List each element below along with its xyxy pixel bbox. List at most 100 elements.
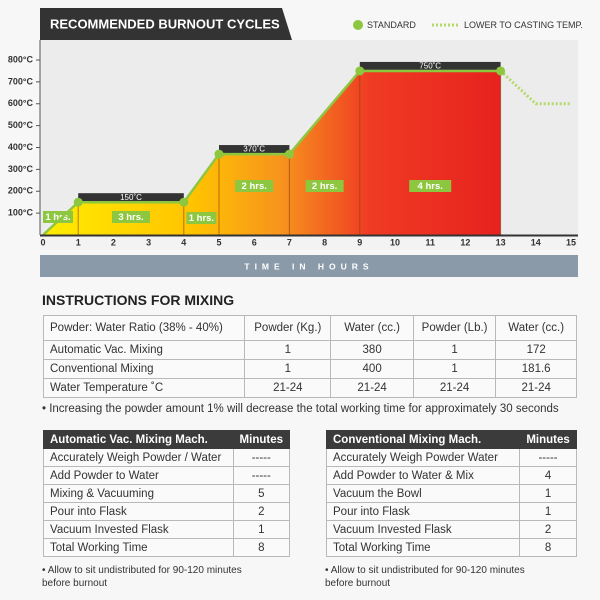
table-row: Automatic Vac. Mixing 1 380 1 172 (42, 340, 577, 360)
table-header: Conventional Mixing Mach. Minutes (325, 430, 577, 449)
table-cell: 21-24 (495, 378, 577, 398)
table-row: Total Working Time 8 (43, 538, 291, 557)
table-cell: 172 (495, 340, 577, 360)
automatic-table: Automatic Vac. Mixing Mach. Minutes Accura… (43, 430, 291, 557)
table-cell: 1 (412, 340, 497, 360)
table-cell: 21-24 (330, 378, 414, 398)
table-cell: Vacuum Invested Flask (325, 520, 521, 539)
duration-box (186, 212, 217, 224)
x-tick-label: 15 (566, 237, 576, 247)
table-cell: Conventional Mixing Mach. (325, 430, 521, 449)
x-tick-label: 11 (425, 237, 435, 247)
duration-box (235, 180, 274, 192)
table-cell: Minutes (519, 430, 577, 449)
table-cell: 4 (519, 466, 577, 485)
conventional-table: Conventional Mixing Mach. Minutes Accurate… (325, 430, 577, 557)
series-point (284, 149, 294, 159)
duration-box (305, 180, 344, 192)
section-title: INSTRUCTIONS FOR MIXING (42, 292, 235, 308)
area-fill (43, 70, 501, 235)
duration-label: 1 hrs. (45, 212, 70, 223)
table-cell: 2 (232, 502, 291, 521)
y-tick-label: 600°C (8, 98, 34, 108)
table-row: Conventional Mixing 1 400 1 181.6 (42, 359, 577, 379)
temp-bar (359, 61, 501, 70)
x-tick-label: 9 (357, 237, 362, 247)
table-cell: Pour into Flask (43, 502, 234, 521)
table-cell: Water Temperature ˚C (42, 378, 246, 398)
table-cell: 8 (232, 538, 291, 557)
table-cell: ----- (232, 448, 291, 467)
table-cell: ----- (232, 466, 291, 485)
table-row: Add Powder to Water ----- (43, 466, 291, 485)
temp-bar (219, 145, 290, 154)
y-tick-label: 300°C (8, 164, 34, 174)
table-row: Vacuum Invested Flask 2 (325, 520, 577, 539)
table-cell: 21-24 (244, 378, 332, 398)
table-row: Total Working Time 8 (325, 538, 577, 557)
legend-label: STANDARD (367, 20, 416, 30)
table-cell: Powder (Lb.) (412, 315, 497, 341)
x-label-bar (40, 255, 578, 277)
table-cell: ----- (519, 448, 577, 467)
chart-title: RECOMMENDED BURNOUT CYCLES (50, 16, 280, 31)
series-point (179, 197, 189, 207)
y-tick-label: 200°C (8, 186, 34, 196)
table-row: Mixing & Vacuuming 5 (43, 484, 291, 503)
x-axis-label: TIME IN HOURS (244, 261, 373, 271)
y-tick-label: 100°C (8, 208, 34, 218)
table-header: Powder: Water Ratio (38% - 40%) Powder (K… (42, 315, 577, 341)
table-cell: Water (cc.) (330, 315, 414, 341)
table-cell: 1 (232, 520, 291, 539)
x-axis-band (40, 236, 578, 250)
table-cell: Add Powder to Water (43, 466, 234, 485)
table-cell: Minutes (232, 430, 291, 449)
duration-box (112, 211, 150, 223)
table-row: Vacuum the Bowl 1 (325, 484, 577, 503)
series-line (499, 69, 571, 106)
table-cell: Add Powder to Water & Mix (325, 466, 521, 485)
footnote: • Allow to sit undistributed for 90-120 … (42, 565, 242, 589)
series-point (214, 149, 224, 159)
table-cell: 1 (244, 359, 332, 379)
duration-label: 2 hrs. (312, 181, 337, 192)
duration-label: 3 hrs. (118, 212, 143, 223)
table-cell: Accurately Weigh Powder / Water (43, 448, 234, 467)
table-row: Pour into Flask 1 (325, 502, 577, 521)
table-row: Vacuum Invested Flask 1 (43, 520, 291, 539)
footnote: • Allow to sit undistributed for 90-120 … (325, 565, 525, 589)
x-tick-label: 13 (496, 237, 506, 247)
table-row: Water Temperature ˚C 21-24 21-24 21-24 21-24 (42, 378, 577, 398)
table-cell: Automatic Vac. Mixing (42, 340, 246, 360)
y-tick-label: 700°C (8, 76, 34, 86)
table-cell: Automatic Vac. Mixing Mach. (43, 430, 234, 449)
series-point (496, 66, 506, 76)
table-cell: 21-24 (412, 378, 497, 398)
table-cell: 1 (412, 359, 497, 379)
legend-label: LOWER TO CASTING TEMP. (464, 20, 583, 30)
table-row: Add Powder to Water & Mix 4 (325, 466, 577, 485)
temp-bar (78, 193, 184, 202)
temp-label: 370˚C (243, 145, 265, 154)
ratio-table: Powder: Water Ratio (38% - 40%) Powder (K… (42, 315, 577, 398)
temp-label: 750˚C (419, 62, 441, 71)
x-tick-label: 2 (111, 237, 116, 247)
table-cell: 1 (519, 484, 577, 503)
table-cell: 1 (519, 502, 577, 521)
x-tick-label: 4 (181, 237, 186, 247)
table-cell: 181.6 (495, 359, 577, 379)
x-tick-label: 1 (76, 237, 81, 247)
x-tick-label: 6 (252, 237, 257, 247)
x-tick-label: 7 (287, 237, 292, 247)
temp-label: 150˚C (120, 193, 142, 202)
duration-box (409, 180, 452, 192)
duration-label: 1 hrs. (189, 213, 214, 224)
y-tick-label: 400°C (8, 142, 34, 152)
table-cell: Total Working Time (325, 538, 521, 557)
title-bar (40, 8, 292, 40)
y-tick-label: 800°C (8, 54, 34, 64)
note: • Increasing the powder amount 1% will d… (42, 403, 559, 415)
table-cell: Conventional Mixing (42, 359, 246, 379)
table-cell: Water (cc.) (495, 315, 577, 341)
